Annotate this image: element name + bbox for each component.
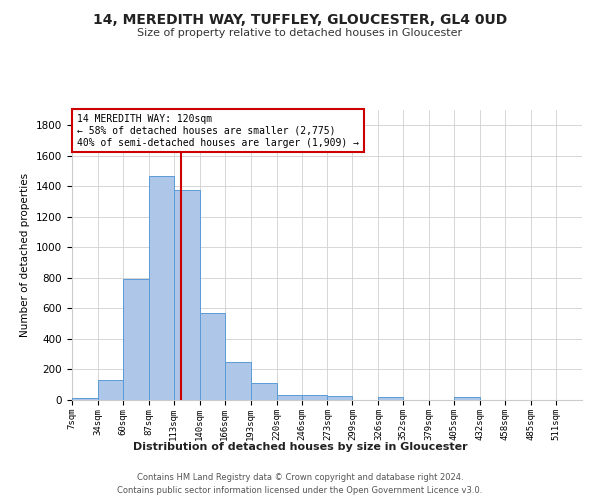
Bar	[277, 394, 302, 400]
Text: Size of property relative to detached houses in Gloucester: Size of property relative to detached ho…	[137, 28, 463, 38]
Bar	[225, 362, 251, 400]
Bar	[98, 380, 123, 400]
Bar	[251, 383, 277, 400]
Bar	[454, 397, 480, 400]
Bar	[72, 398, 98, 400]
Bar	[149, 176, 174, 400]
Text: Contains HM Land Registry data © Crown copyright and database right 2024.: Contains HM Land Registry data © Crown c…	[137, 472, 463, 482]
Bar	[328, 396, 352, 400]
Text: 14, MEREDITH WAY, TUFFLEY, GLOUCESTER, GL4 0UD: 14, MEREDITH WAY, TUFFLEY, GLOUCESTER, G…	[93, 12, 507, 26]
Text: Distribution of detached houses by size in Gloucester: Distribution of detached houses by size …	[133, 442, 467, 452]
Y-axis label: Number of detached properties: Number of detached properties	[20, 173, 31, 337]
Bar	[200, 313, 225, 400]
Bar	[379, 397, 403, 400]
Bar	[174, 190, 200, 400]
Bar	[123, 278, 149, 400]
Text: 14 MEREDITH WAY: 120sqm
← 58% of detached houses are smaller (2,775)
40% of semi: 14 MEREDITH WAY: 120sqm ← 58% of detache…	[77, 114, 359, 148]
Text: Contains public sector information licensed under the Open Government Licence v3: Contains public sector information licen…	[118, 486, 482, 495]
Bar	[302, 396, 328, 400]
